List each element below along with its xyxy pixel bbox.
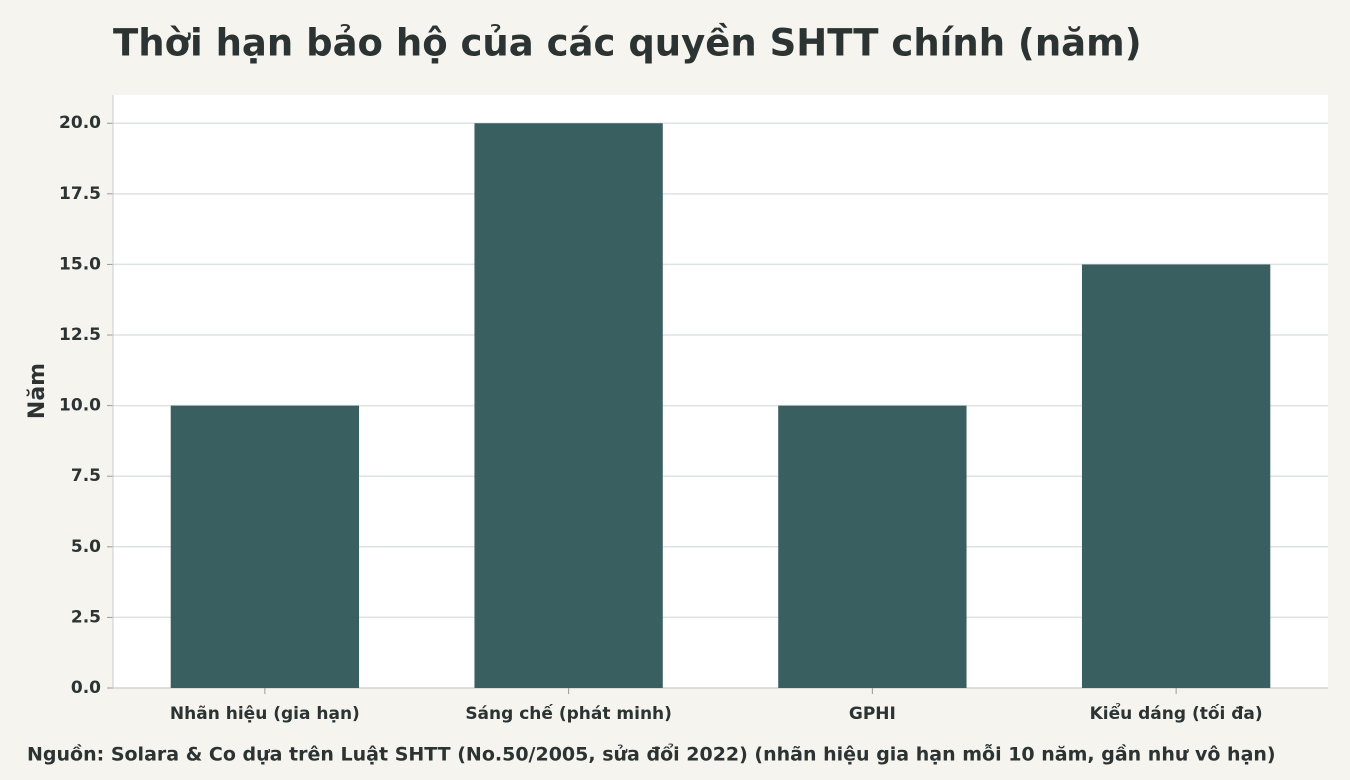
bar bbox=[170, 405, 360, 688]
y-tick-label: 0.0 bbox=[71, 678, 101, 698]
bar bbox=[474, 123, 663, 688]
source-note: Nguồn: Solara & Co dựa trên Luật SHTT (N… bbox=[27, 742, 1276, 766]
y-tick-label: 2.5 bbox=[71, 607, 101, 627]
y-tick-label: 12.5 bbox=[59, 325, 101, 345]
y-tick-label: 20.0 bbox=[59, 113, 101, 133]
y-tick-label: 15.0 bbox=[59, 254, 101, 274]
x-tick-label: Nhãn hiệu (gia hạn) bbox=[170, 704, 360, 724]
chart-title: Thời hạn bảo hộ của các quyền SHTT chính… bbox=[113, 22, 1142, 65]
y-tick-label: 5.0 bbox=[71, 537, 101, 557]
y-axis-label: Năm bbox=[25, 363, 50, 419]
x-tick-label: Kiểu dáng (tối đa) bbox=[1090, 702, 1263, 724]
x-tick-label: Sáng chế (phát minh) bbox=[465, 703, 672, 724]
y-tick-label: 7.5 bbox=[71, 466, 101, 486]
y-tick-label: 10.0 bbox=[59, 396, 101, 416]
bar bbox=[1081, 264, 1271, 688]
y-tick-label: 17.5 bbox=[59, 184, 101, 204]
x-tick-label: GPHI bbox=[849, 704, 896, 724]
bar bbox=[778, 405, 967, 688]
